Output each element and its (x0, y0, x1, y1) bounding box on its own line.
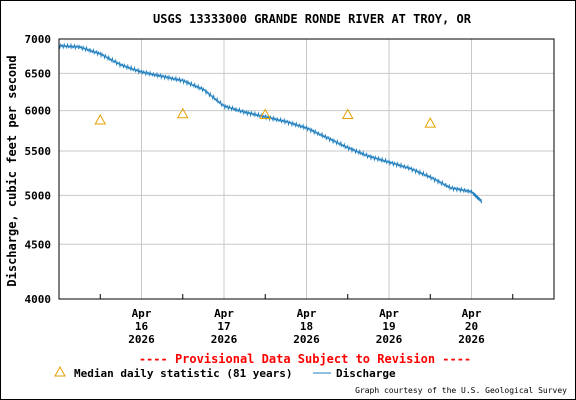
x-tick-year: 2026 (376, 333, 403, 346)
median-marker (259, 108, 272, 120)
x-tick-labels: Apr162026Apr172026Apr182026Apr192026Apr2… (128, 307, 485, 346)
median-marker (424, 117, 437, 128)
x-tick-year: 2026 (458, 333, 485, 346)
grid-lines (59, 38, 554, 300)
median-marker (94, 113, 107, 125)
x-tick-month: Apr (379, 307, 399, 320)
x-tick-year: 2026 (211, 333, 238, 346)
y-tick-label: 6500 (25, 67, 52, 80)
legend: Median daily statistic (81 years) Dischar… (54, 365, 396, 380)
x-tick-month: Apr (462, 307, 482, 320)
y-tick-label: 4000 (25, 293, 52, 306)
y-tick-labels: 4000 4500 5000 5500 6000 6500 7000 (25, 33, 52, 306)
x-tick-year: 2026 (293, 333, 320, 346)
x-tick-day: 16 (135, 320, 149, 333)
y-axis-label: Discharge, cubic feet per second (5, 55, 19, 286)
x-tick-day: 20 (465, 320, 478, 333)
legend-median-label: Median daily statistic (81 years) (74, 367, 293, 380)
x-tick-month: Apr (214, 307, 234, 320)
legend-discharge-label: Discharge (336, 367, 396, 380)
y-tick-label: 4500 (25, 238, 52, 251)
data-series (58, 42, 483, 204)
x-tick-month: Apr (297, 307, 317, 320)
y-tick-label: 6000 (25, 105, 52, 118)
y-tick-label: 5500 (25, 145, 52, 158)
x-tick-day: 18 (300, 320, 313, 333)
median-marker (341, 108, 354, 120)
chart-title: USGS 13333000 GRANDE RONDE RIVER AT TROY… (153, 12, 472, 26)
median-marker (176, 107, 189, 119)
credit-text: Graph courtesy of the U.S. Geological Su… (355, 386, 567, 395)
x-tick-day: 19 (382, 320, 395, 333)
y-tick-label: 7000 (25, 33, 52, 46)
discharge-line (58, 42, 483, 204)
x-tick-month: Apr (132, 307, 152, 320)
legend-median-marker (54, 365, 66, 377)
plot-border (58, 38, 555, 300)
x-tick-year: 2026 (128, 333, 155, 346)
y-tick-label: 5000 (25, 189, 52, 202)
provisional-notice: ---- Provisional Data Subject to Revisio… (139, 352, 471, 366)
x-tick-day: 17 (217, 320, 230, 333)
